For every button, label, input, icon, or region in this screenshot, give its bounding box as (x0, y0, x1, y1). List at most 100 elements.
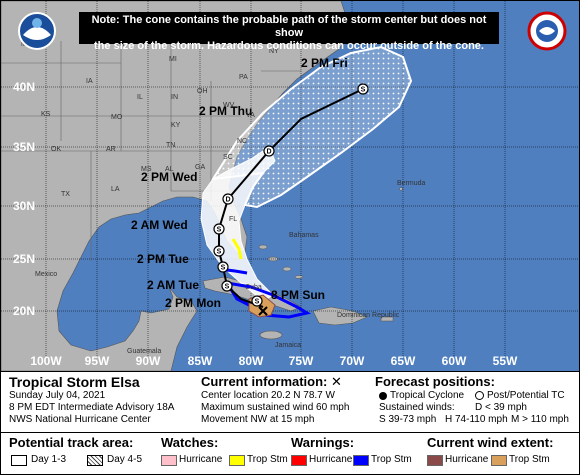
legend-panel: Tropical Storm Elsa Sunday July 04, 2021… (1, 371, 579, 475)
trop-storm-wind-swatch (491, 455, 507, 466)
day-1-3-label: Day 1-3 (31, 454, 67, 465)
label-8pm-sun: 8 PM Sun (271, 288, 325, 302)
land-hispaniola (312, 306, 368, 326)
svg-text:MO: MO (111, 114, 123, 121)
svg-text:Bahamas: Bahamas (289, 232, 319, 239)
svg-text:WV: WV (223, 102, 235, 109)
trop-storm-watch-label: Trop Stm (247, 454, 288, 465)
forecast-map: S S S S S D D S 2 PM Fri 2 PM Thu 2 PM W… (1, 1, 579, 371)
disclaimer-note: Note: The cone contains the probable pat… (79, 12, 499, 52)
nws-logo (527, 11, 567, 51)
day-4-5-label: Day 4-5 (107, 454, 143, 465)
track-labels: 2 PM Fri 2 PM Thu 2 PM Wed 2 AM Wed 2 PM… (131, 56, 348, 310)
svg-text:PA: PA (239, 74, 248, 81)
label-2pm-wed: 2 PM Wed (141, 170, 197, 184)
svg-text:MS: MS (141, 166, 152, 173)
trop-storm-warning-cuba (223, 280, 311, 319)
forecast-point-3: S (217, 261, 229, 273)
potential-track-title: Potential track area: (9, 435, 134, 450)
svg-text:SC: SC (223, 154, 233, 161)
svg-text:IN: IN (171, 94, 178, 101)
svg-text:NY: NY (269, 48, 279, 55)
warnings-title: Warnings: (291, 435, 355, 450)
svg-text:WI: WI (116, 41, 125, 48)
svg-text:75W: 75W (289, 354, 314, 368)
trop-storm-watch-coast (231, 238, 243, 260)
svg-text:TX: TX (61, 191, 70, 198)
longitude-labels: 100W 95W 90W 85W 80W 75W 70W 65W 60W 55W (30, 354, 518, 368)
hurricane-wind-swatch (427, 455, 443, 466)
svg-text:Mexico: Mexico (35, 271, 57, 278)
watches-title: Watches: (161, 435, 219, 450)
svg-text:KY: KY (171, 122, 181, 129)
forecast-point-2: S (221, 280, 233, 292)
tropical-cyclone-label: Tropical Cyclone (390, 390, 465, 401)
svg-text:TN: TN (166, 142, 175, 149)
svg-text:95W: 95W (85, 354, 110, 368)
svg-text:20N: 20N (13, 304, 35, 318)
svg-text:KS: KS (41, 111, 51, 118)
state-borders (1, 41, 301, 261)
svg-text:S: S (225, 284, 230, 291)
svg-text:Guatemala: Guatemala (127, 348, 161, 355)
svg-text:D: D (266, 149, 271, 156)
max-sustained-wind: Maximum sustained wind 60 mph (201, 402, 350, 413)
svg-text:Cuba: Cuba (245, 284, 262, 291)
hurricane-watch-label: Hurricane (179, 454, 223, 465)
forecast-points: S S S S S D D S (213, 83, 369, 307)
svg-text:25N: 25N (13, 252, 35, 266)
noaa-logo (18, 12, 56, 50)
svg-text:AL: AL (165, 166, 174, 173)
label-2pm-mon: 2 PM Mon (165, 296, 221, 310)
label-2pm-fri: 2 PM Fri (301, 56, 348, 70)
tropical-cyclone-icon (379, 392, 387, 400)
note-line-1: Note: The cone contains the probable pat… (91, 14, 487, 39)
d-range: D < 39 mph (475, 402, 527, 413)
hurricane-wind-label: Hurricane (445, 454, 489, 465)
label-2pm-thu: 2 PM Thu (199, 104, 252, 118)
svg-text:90W: 90W (136, 354, 161, 368)
svg-text:S: S (217, 249, 222, 256)
h-range: H 74-110 mph (445, 414, 508, 425)
movement: Movement NW at 15 mph (201, 414, 315, 425)
trop-storm-warning-label: Trop Stm (371, 454, 412, 465)
svg-text:S: S (361, 87, 366, 94)
svg-text:Jamaica: Jamaica (275, 342, 301, 349)
latitude-labels: 40N 35N 30N 25N 20N (13, 80, 35, 318)
land-jamaica (259, 330, 283, 340)
svg-text:60W: 60W (442, 354, 467, 368)
hurricane-watch-swatch (161, 455, 177, 466)
forecast-track (218, 88, 364, 308)
day-4-5-swatch (87, 455, 103, 466)
m-range: M > 110 mph (511, 414, 569, 425)
svg-text:55W: 55W (493, 354, 518, 368)
advisory-date: Sunday July 04, 2021 (9, 390, 106, 401)
post-potential-label: Post/Potential TC (487, 390, 565, 401)
day-1-3-swatch (11, 455, 27, 466)
s-range: S 39-73 mph (379, 414, 437, 425)
post-potential-tc-icon (475, 391, 484, 400)
forecast-point-7: D (263, 145, 275, 157)
trop-storm-watch-swatch (229, 455, 245, 466)
svg-text:OH: OH (197, 88, 208, 95)
svg-text:NC: NC (237, 138, 247, 145)
storm-name: Tropical Storm Elsa (9, 374, 140, 390)
wind-extent-title: Current wind extent: (427, 435, 554, 450)
hurricane-warning-swatch (291, 455, 307, 466)
svg-text:IA: IA (86, 78, 93, 85)
svg-text:80W: 80W (239, 354, 264, 368)
sustained-winds-label: Sustained winds: (379, 402, 455, 413)
current-center-marker (258, 306, 268, 316)
forecast-point-6: D (222, 193, 234, 205)
svg-text:MI: MI (169, 56, 177, 63)
svg-text:D: D (225, 197, 230, 204)
svg-text:65W: 65W (391, 354, 416, 368)
issuing-center: NWS National Hurricane Center (9, 414, 151, 425)
forecast-point-4: S (213, 245, 225, 257)
svg-text:S: S (255, 299, 260, 306)
label-2am-tue: 2 AM Tue (147, 278, 199, 292)
label-2pm-tue: 2 PM Tue (137, 252, 189, 266)
svg-text:70W: 70W (340, 354, 365, 368)
land-puerto-rico (380, 316, 394, 322)
place-names: MN WI MI IA IL IN OH PA NY KS MO KY WV V… (21, 41, 426, 355)
